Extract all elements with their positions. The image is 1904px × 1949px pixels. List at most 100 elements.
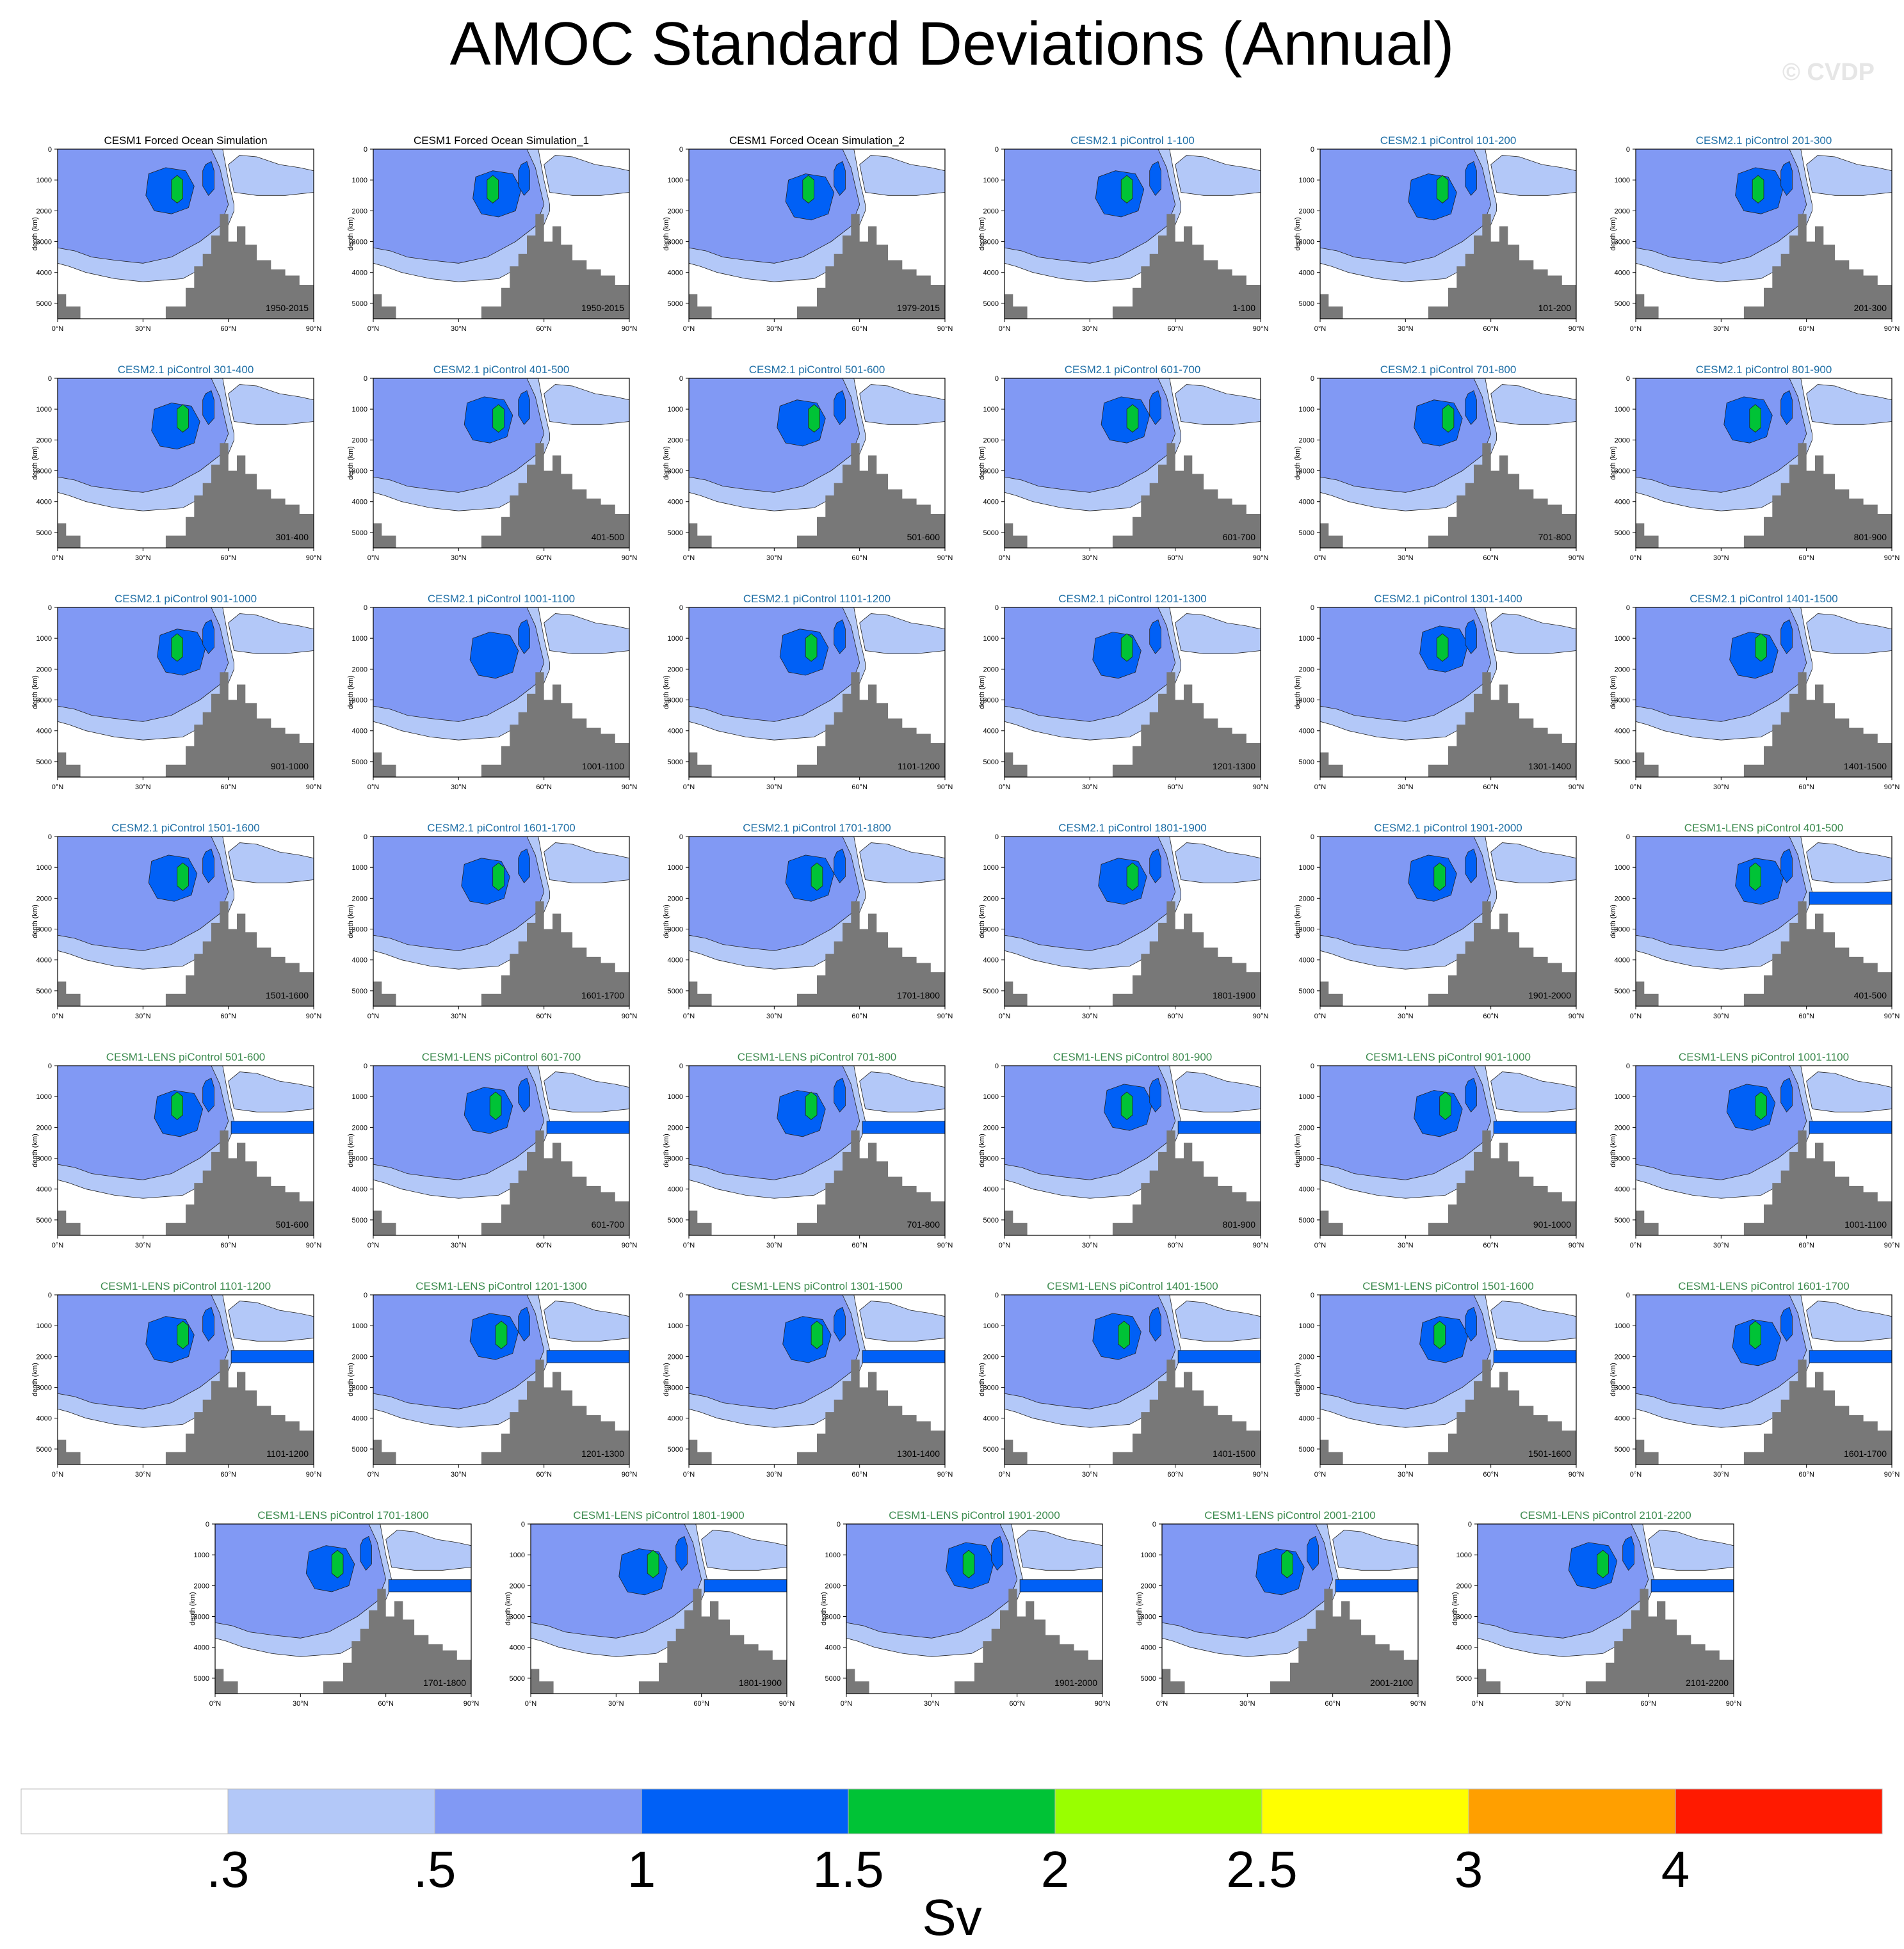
y-tick-label: 0 xyxy=(679,1292,683,1299)
plot-frame xyxy=(1319,1294,1577,1465)
panel-plot: 0 1000 2000 3000 4000 5000 0°N 30°N 60°N 90°N dept… xyxy=(663,593,953,791)
y-axis-label: depth (km) xyxy=(663,1134,670,1167)
x-tick-label: 90°N xyxy=(1884,554,1900,562)
contour-fill-blob xyxy=(1255,1548,1305,1596)
colorbar-box xyxy=(434,1788,642,1834)
y-tick-label: 0 xyxy=(995,1292,999,1299)
y-tick-label: 3000 xyxy=(1299,1155,1314,1163)
land-mask xyxy=(846,1589,1102,1694)
panel-plot: 0 1000 2000 3000 4000 5000 0°N 30°N 60°N 90°N dept… xyxy=(31,593,321,791)
y-tick-label: 4000 xyxy=(352,957,367,965)
y-tick-label: 2000 xyxy=(1456,1582,1472,1590)
land-mask xyxy=(1004,1359,1261,1464)
y-tick-label: 0 xyxy=(995,1063,999,1070)
y-tick-label: 4000 xyxy=(1615,728,1630,735)
plot-frame xyxy=(1635,1294,1892,1465)
y-tick-label: 2000 xyxy=(352,666,367,673)
panel-plot: 0 1000 2000 3000 4000 5000 0°N 30°N 60°N 90°N dept… xyxy=(1610,134,1900,333)
y-tick-label: 2000 xyxy=(668,437,683,444)
panel-plot: 0 1000 2000 3000 4000 5000 0°N 30°N 60°N 90°N dept… xyxy=(31,822,321,1020)
x-tick-label: 0°N xyxy=(999,1471,1011,1479)
x-tick-label: 60°N xyxy=(1483,1013,1499,1020)
y-tick-label: 1000 xyxy=(1299,177,1314,184)
contour-fill-blob xyxy=(464,1087,513,1134)
y-tick-label: 4000 xyxy=(1615,1186,1630,1194)
x-tick-label: 60°N xyxy=(693,1700,709,1708)
panel-period: 1301-1400 xyxy=(897,1448,940,1459)
x-tick-label: 30°N xyxy=(1398,1242,1414,1249)
panel: 0 1000 2000 3000 4000 5000 0°N 30°N 60°N 90°N dept… xyxy=(960,1048,1268,1269)
x-tick-label: 30°N xyxy=(766,1013,782,1020)
contour-fill-blob xyxy=(805,1091,818,1120)
y-axis-label: depth (km) xyxy=(978,1134,986,1167)
panel-period: 601-700 xyxy=(1223,532,1256,542)
y-tick-label: 5000 xyxy=(1299,1217,1314,1224)
y-tick-label: 0 xyxy=(1468,1521,1472,1528)
y-tick-label: 2000 xyxy=(1615,666,1630,673)
y-tick-label: 4000 xyxy=(983,1415,999,1423)
y-axis-label: depth (km) xyxy=(347,217,355,251)
x-tick-label: 60°N xyxy=(851,1471,867,1479)
y-tick-label: 5000 xyxy=(1299,1446,1314,1454)
y-tick-label: 0 xyxy=(837,1521,841,1528)
y-tick-label: 1000 xyxy=(1615,1322,1630,1330)
colorbar-units: Sv xyxy=(922,1889,982,1946)
land-mask xyxy=(373,1130,629,1235)
plot-frame xyxy=(1004,1294,1261,1465)
y-tick-label: 3000 xyxy=(1141,1614,1156,1621)
land-mask xyxy=(58,901,314,1006)
contour-fill-stripe xyxy=(862,1350,946,1363)
contour-fill-blob xyxy=(1726,1084,1776,1131)
plot-frame xyxy=(1319,378,1577,549)
y-axis-label: depth (km) xyxy=(820,1592,828,1626)
y-tick-label: 4000 xyxy=(1299,957,1314,965)
contour-fill-blob xyxy=(1436,175,1449,204)
y-tick-label: 1000 xyxy=(352,177,367,184)
x-tick-label: 60°N xyxy=(1009,1700,1025,1708)
panel: 0 1000 2000 3000 4000 5000 0°N 30°N 60°N 90°N dept… xyxy=(960,131,1268,352)
x-tick-label: 90°N xyxy=(622,1471,638,1479)
y-tick-label: 5000 xyxy=(1615,300,1630,308)
y-tick-label: 4000 xyxy=(510,1644,525,1652)
x-tick-label: 0°N xyxy=(1630,1242,1642,1249)
colorbar: .3 .5 1 1.5 2 2.5 3 4 Sv xyxy=(0,1779,1904,1949)
contour-fill-blob xyxy=(518,161,530,196)
x-tick-label: 30°N xyxy=(924,1700,940,1708)
y-tick-label: 2000 xyxy=(983,437,999,444)
x-tick-label: 0°N xyxy=(367,783,380,791)
contour-fill-blob xyxy=(1120,175,1133,204)
plot-frame xyxy=(57,1065,314,1236)
y-tick-label: 5000 xyxy=(36,1217,52,1224)
y-axis-label: depth (km) xyxy=(978,446,986,480)
y-tick-label: 4000 xyxy=(668,1186,683,1194)
x-tick-label: 90°N xyxy=(306,325,322,333)
x-tick-label: 0°N xyxy=(999,1013,1011,1020)
y-tick-label: 4000 xyxy=(352,1415,367,1423)
y-axis-label: depth (km) xyxy=(1136,1592,1143,1626)
panel-period: 801-900 xyxy=(1223,1219,1256,1230)
x-tick-label: 90°N xyxy=(937,1013,953,1020)
y-axis-label: depth (km) xyxy=(978,1363,986,1397)
panel: 0 1000 2000 3000 4000 5000 0°N 30°N 60°N 90°N dept… xyxy=(13,819,321,1039)
y-tick-label: 3000 xyxy=(510,1614,525,1621)
panel-plot: 0 1000 2000 3000 4000 5000 0°N 30°N 60°N 90°N dept… xyxy=(31,1280,321,1479)
panel-period: 1501-1600 xyxy=(266,990,309,1000)
plot-frame xyxy=(1004,148,1261,319)
contour-fill-blob xyxy=(1729,632,1779,679)
contour-fill-blob xyxy=(1281,1550,1293,1578)
x-tick-label: 0°N xyxy=(1630,1471,1642,1479)
panel-title: CESM1-LENS piControl 601-700 xyxy=(422,1051,581,1063)
y-tick-label: 0 xyxy=(1626,146,1630,154)
contour-fill-blob xyxy=(1120,633,1133,662)
y-tick-label: 4000 xyxy=(825,1644,841,1652)
y-tick-label: 1000 xyxy=(1615,864,1630,872)
x-tick-label: 0°N xyxy=(367,1242,380,1249)
y-axis-label: depth (km) xyxy=(1451,1592,1459,1626)
y-tick-label: 1000 xyxy=(668,1093,683,1101)
panel-plot: 0 1000 2000 3000 4000 5000 0°N 30°N 60°N 90°N dept… xyxy=(1294,822,1584,1020)
contour-fill-blob xyxy=(1149,619,1161,654)
plot-frame xyxy=(57,378,314,549)
x-tick-label: 0°N xyxy=(683,1013,695,1020)
x-tick-label: 30°N xyxy=(1398,554,1414,562)
colorbar-box xyxy=(1675,1788,1883,1834)
